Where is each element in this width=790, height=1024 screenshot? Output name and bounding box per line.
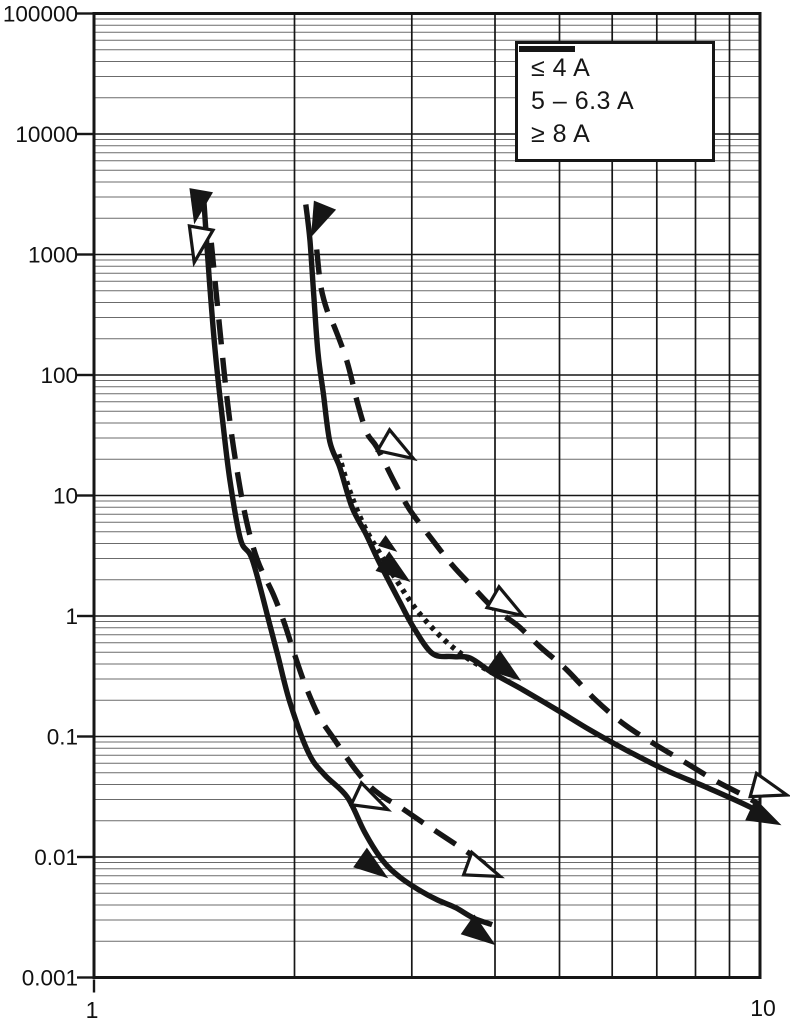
legend-item-label: ≥ 8 A	[531, 119, 591, 148]
arrow-marker-filled	[353, 847, 389, 879]
arrow-marker-hollow	[484, 584, 528, 619]
axis-ticks	[77, 12, 96, 993]
legend-item-label: ≤ 4 A	[531, 53, 591, 82]
arrow-marker-filled	[189, 188, 213, 225]
arrow-marker-filled	[375, 551, 411, 582]
arrow-marker-hollow	[187, 224, 216, 268]
arrow-marker-filled	[378, 535, 398, 552]
y-tick-label: 100000	[3, 2, 78, 27]
arrow-marker-filled	[745, 798, 782, 826]
y-tick-label: 0.001	[22, 966, 78, 991]
curves-layer	[200, 195, 762, 928]
y-tick-label: 0.01	[34, 845, 78, 870]
grid-layer	[94, 13, 760, 978]
arrow-marker-filled	[486, 650, 522, 681]
dashed-line-icon	[519, 46, 575, 52]
legend: ≤ 4 A 5 – 6.3 A ≥ 8 A	[515, 41, 715, 162]
curve-right-solid	[303, 204, 762, 818]
x-tick-label: 10	[750, 995, 776, 1021]
axis-labels: 100000 10000 1000 100 10 1 0.1 0.01 0.001 1 10	[3, 2, 776, 1024]
y-tick-label: 100	[40, 363, 78, 388]
y-tick-label: 10000	[15, 122, 78, 147]
arrow-marker-hollow	[748, 770, 790, 799]
curve-right-dotted	[336, 453, 495, 676]
legend-item-ge-8a: ≥ 8 A	[519, 46, 708, 149]
curve-right-dashed	[314, 249, 762, 808]
y-tick-label: 0.1	[47, 725, 78, 750]
y-tick-label: 1	[65, 604, 78, 629]
arrow-marker-filled	[460, 914, 496, 946]
legend-item-le-4a: ≤ 4 A	[519, 46, 708, 83]
arrow-marker-hollow	[348, 780, 393, 812]
legend-item-5-63a: 5 – 6.3 A	[519, 46, 708, 116]
x-tick-label: 1	[86, 997, 99, 1023]
arrow-marker-hollow	[461, 849, 505, 879]
curve-left-dashed	[208, 242, 487, 866]
y-tick-label: 1000	[28, 243, 78, 268]
legend-item-label: 5 – 6.3 A	[531, 86, 635, 115]
y-tick-label: 10	[53, 484, 78, 509]
markers-layer	[187, 188, 790, 946]
plot-border	[92, 12, 762, 979]
arrow-marker-hollow	[375, 427, 418, 462]
arrow-marker-filled	[311, 200, 337, 238]
curve-left-solid	[200, 195, 494, 928]
